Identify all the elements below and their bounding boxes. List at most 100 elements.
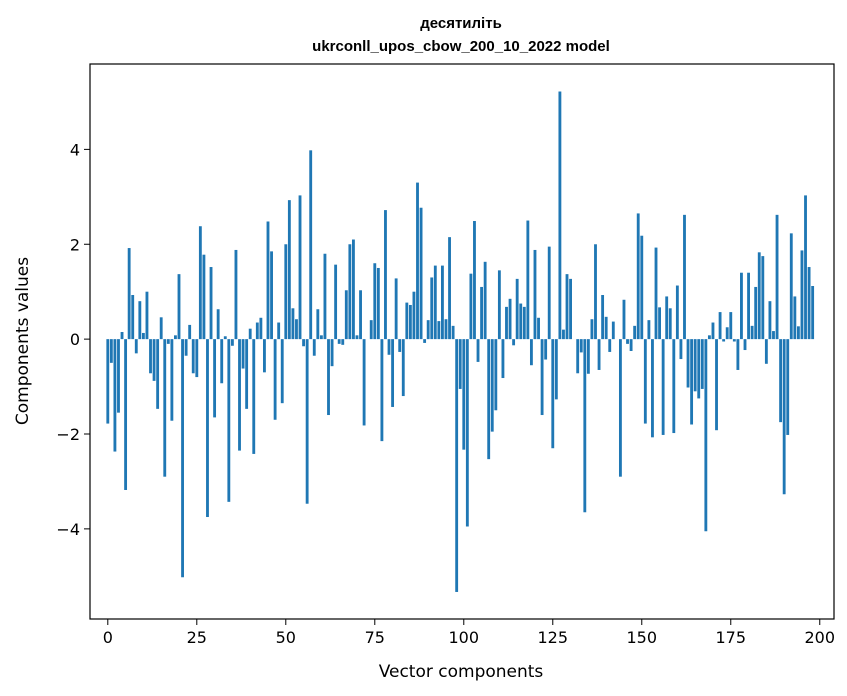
y-tick-label: 0 (70, 330, 80, 349)
bar (501, 339, 505, 379)
bar (757, 252, 761, 340)
bar (362, 339, 366, 426)
bar (373, 263, 377, 340)
y-axis-label: Components values (13, 257, 33, 425)
bar (537, 317, 540, 340)
bar (241, 339, 245, 369)
bar (754, 286, 758, 340)
bar (658, 307, 661, 340)
bar (487, 339, 491, 460)
bar (401, 339, 405, 397)
bar (444, 319, 448, 340)
bar (117, 339, 120, 413)
bar (109, 339, 113, 363)
bar (327, 339, 330, 416)
bar (782, 339, 786, 495)
bar (234, 249, 238, 340)
bar (216, 309, 220, 340)
bar (295, 319, 298, 340)
bar (497, 270, 501, 340)
bar (319, 335, 323, 340)
bar (277, 322, 281, 340)
bar (540, 339, 544, 416)
bar (544, 339, 548, 360)
bar (263, 339, 266, 373)
bar (707, 335, 711, 340)
bar (789, 233, 793, 340)
bar (309, 150, 313, 340)
bar (127, 248, 131, 340)
bar (547, 246, 551, 340)
bar (416, 182, 419, 340)
bar (529, 339, 533, 366)
bar (583, 339, 587, 513)
bar (786, 339, 790, 435)
bar (387, 339, 391, 355)
bar (700, 339, 704, 389)
bar (455, 339, 459, 592)
bar (647, 320, 651, 340)
bar (608, 339, 612, 352)
bar (138, 301, 142, 340)
bar (124, 339, 128, 490)
bar (195, 339, 199, 378)
bar (412, 291, 416, 340)
bar (337, 339, 341, 344)
bar (505, 306, 508, 340)
bar (430, 277, 434, 340)
bar (462, 339, 466, 450)
bar (590, 319, 594, 340)
bar (380, 339, 384, 442)
bar (284, 244, 288, 340)
bar (394, 278, 398, 340)
bar (736, 339, 740, 370)
bar (291, 308, 295, 340)
chart-title: десятиліть (420, 15, 502, 32)
bar (305, 339, 309, 504)
bar (131, 295, 135, 340)
bar (579, 339, 583, 353)
y-tick-label: 4 (70, 140, 80, 159)
bar (697, 339, 701, 399)
bar (473, 221, 476, 340)
bar (163, 339, 167, 477)
bar (255, 322, 259, 340)
bar (273, 339, 277, 420)
bar (359, 290, 362, 340)
bar (558, 91, 562, 340)
bar (633, 325, 637, 340)
bar (245, 339, 249, 409)
x-tick-label: 175 (715, 628, 746, 647)
bar (159, 317, 163, 340)
bar (298, 195, 302, 340)
bar (704, 339, 708, 532)
bar (725, 327, 729, 340)
bar (690, 339, 694, 425)
bar (618, 339, 622, 477)
bar (611, 321, 615, 340)
bar (426, 320, 430, 340)
bar (490, 339, 494, 432)
bar (166, 339, 170, 344)
bar (526, 220, 530, 340)
bar (747, 272, 750, 340)
bar (348, 244, 352, 340)
bar (480, 286, 484, 340)
bar (302, 339, 306, 347)
x-tick-label: 100 (449, 628, 480, 647)
x-tick-label: 0 (103, 628, 113, 647)
bar (764, 339, 768, 364)
bar (643, 339, 647, 424)
bar (266, 221, 270, 340)
bar (768, 301, 772, 340)
x-tick-label: 150 (626, 628, 657, 647)
bar (458, 339, 462, 389)
bar (800, 250, 804, 340)
bar (743, 339, 747, 351)
bar (220, 339, 224, 384)
bar (722, 339, 726, 342)
bar (793, 296, 797, 340)
bar (341, 339, 345, 345)
bar (323, 253, 327, 340)
